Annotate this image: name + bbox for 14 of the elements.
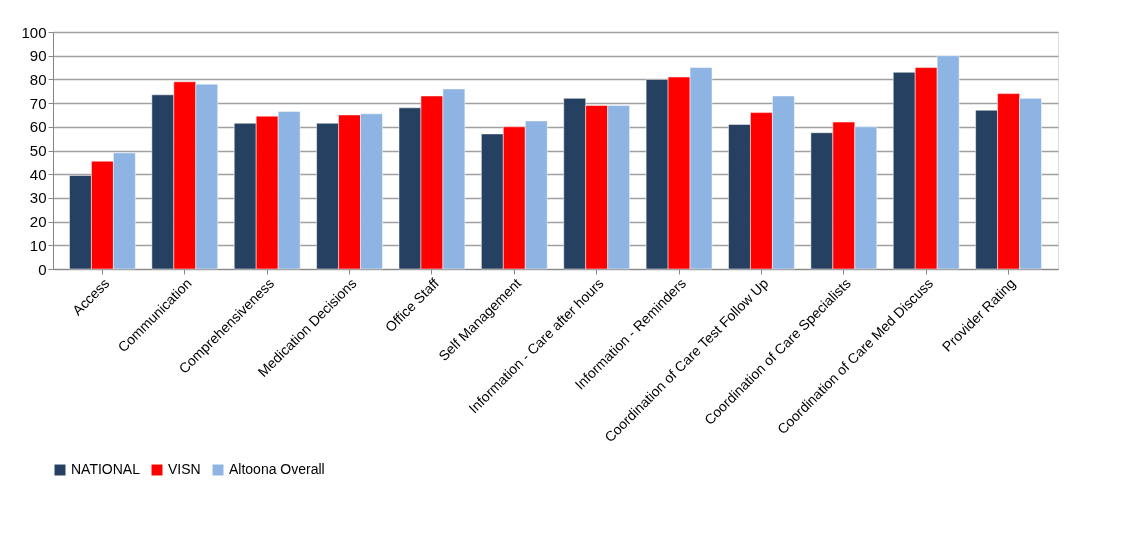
y-tick-label: 30 <box>29 189 47 207</box>
y-tick-label: 80 <box>29 70 47 88</box>
legend-label: Altoona Overall <box>229 461 325 477</box>
legend-label: VISN <box>168 461 201 477</box>
y-tick-label: 20 <box>29 213 47 231</box>
y-tick-label: 70 <box>29 94 47 112</box>
y-tick-label: 90 <box>29 47 47 65</box>
y-tick-label: 10 <box>29 236 47 254</box>
y-tick-label: 0 <box>38 260 47 278</box>
y-tick-label: 50 <box>29 142 47 159</box>
legend-label: NATIONAL <box>71 461 141 477</box>
y-tick-label: 40 <box>29 165 47 183</box>
y-tick-label: 60 <box>29 118 47 136</box>
y-tick-label: 100 <box>21 23 47 41</box>
